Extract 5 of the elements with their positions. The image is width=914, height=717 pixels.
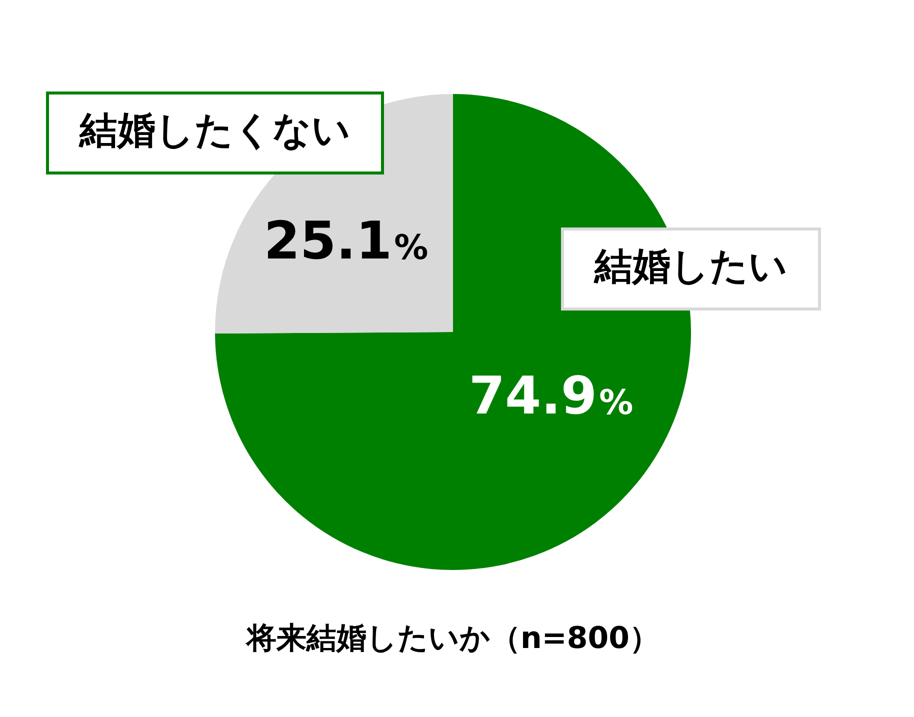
- slice-label: 結婚したくない: [78, 108, 350, 152]
- data-label: 25.1%: [264, 212, 428, 272]
- text: 将来結婚したいか（n=800）: [244, 620, 660, 656]
- slice-label: 結婚したい: [594, 244, 788, 288]
- data-label: 74.9%: [468, 366, 634, 427]
